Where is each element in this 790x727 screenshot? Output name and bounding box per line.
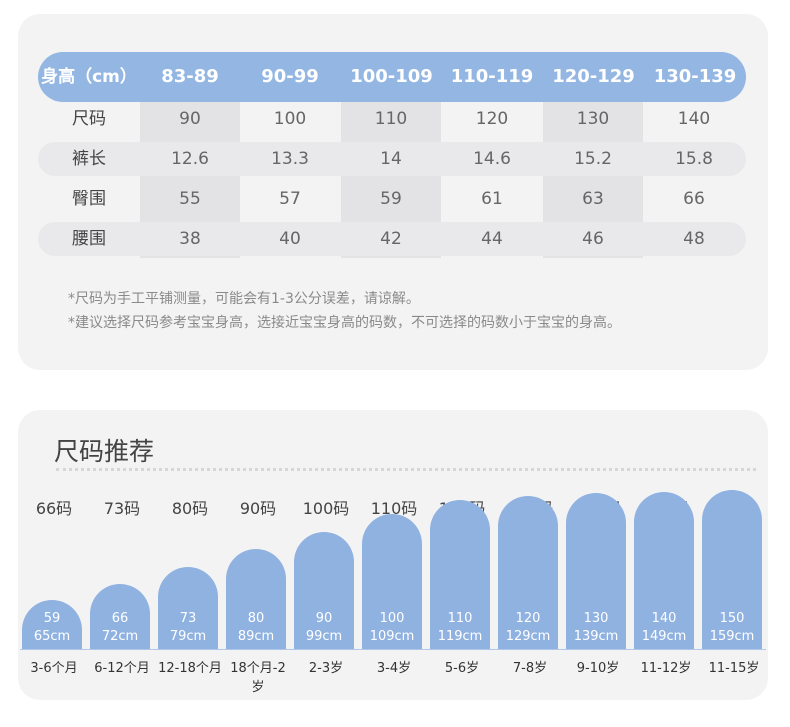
- height-bar: 73 79cm: [158, 567, 218, 650]
- size-recommendation-card: 尺码推荐 66码 59 65cm 3-6个月 73码 66 72cm 6-12个月 80码 73 7…: [18, 410, 768, 700]
- height-max: 89cm: [237, 629, 275, 644]
- age-label: 9-10岁: [576, 661, 620, 676]
- table-cell: 44: [481, 229, 503, 249]
- dotted-divider: [56, 468, 756, 471]
- table-cell: 42: [380, 229, 402, 249]
- height-max: 129cm: [505, 629, 551, 644]
- height-min: 100: [379, 611, 405, 626]
- height-max: 149cm: [641, 629, 687, 644]
- header-range: 90-99: [261, 66, 319, 87]
- age-label: 12-18个月: [158, 661, 222, 676]
- row-label: 臀围: [72, 189, 106, 209]
- table-cell: 140: [677, 109, 711, 129]
- size-label: 66码: [35, 499, 73, 518]
- height-min: 110: [447, 611, 473, 626]
- table-cell: 130: [576, 109, 610, 129]
- note-line: *建议选择尺码参考宝宝身高，选接近宝宝身高的码数，不可选择的码数小于宝宝的身高。: [68, 315, 621, 331]
- table-cell: 46: [582, 229, 604, 249]
- header-range: 83-89: [161, 66, 219, 87]
- height-max: 139cm: [573, 629, 619, 644]
- height-max: 109cm: [369, 629, 415, 644]
- height-bar: 110 119cm: [430, 500, 490, 650]
- height-bar: 59 65cm: [22, 600, 82, 650]
- height-max: 65cm: [33, 629, 71, 644]
- height-min: 73: [179, 611, 197, 626]
- table-cell: 15.2: [574, 149, 612, 169]
- table-header: 身高（cm） 83-89 90-99 100-109 110-119 120-1…: [38, 52, 746, 102]
- height-min: 59: [43, 611, 61, 626]
- age-label: 2-3岁: [308, 661, 344, 676]
- header-range: 110-119: [450, 66, 534, 87]
- row-label: 裤长: [72, 149, 106, 169]
- header-label: 身高（cm）: [41, 67, 137, 87]
- row-label: 腰围: [72, 229, 106, 249]
- table-cell: 14: [380, 149, 402, 169]
- table-cell: 120: [475, 109, 509, 129]
- height-max: 72cm: [101, 629, 139, 644]
- height-bar: 130 139cm: [566, 493, 626, 650]
- size-label: 90码: [239, 499, 277, 518]
- size-label: 73码: [103, 499, 141, 518]
- height-bar: 150 159cm: [702, 490, 762, 650]
- height-min: 90: [315, 611, 333, 626]
- size-label: 100码: [302, 499, 350, 518]
- age-label: 7-8岁: [512, 661, 548, 676]
- height-min: 66: [111, 611, 129, 626]
- row-label: 尺码: [72, 109, 106, 129]
- table-cell: 15.8: [675, 149, 713, 169]
- table-cell: 110: [374, 109, 408, 129]
- age-label: 5-6岁: [444, 661, 480, 676]
- height-bar: 120 129cm: [498, 496, 558, 650]
- table-cell: 40: [279, 229, 301, 249]
- header-range: 100-109: [350, 66, 433, 87]
- age-label: 6-12个月: [94, 661, 150, 676]
- size-chart-card: 身高（cm） 83-89 90-99 100-109 110-119 120-1…: [18, 14, 768, 370]
- height-min: 80: [247, 611, 265, 626]
- header-range: 130-139: [653, 66, 737, 87]
- size-label: 110码: [370, 499, 418, 518]
- height-bar: 90 99cm: [294, 532, 354, 650]
- height-min: 120: [515, 611, 541, 626]
- height-bar: 66 72cm: [90, 584, 150, 650]
- baseline: [20, 649, 766, 650]
- table-cell: 100: [273, 109, 307, 129]
- table-cell: 57: [279, 189, 301, 209]
- row-background: [38, 142, 746, 176]
- height-max: 79cm: [169, 629, 207, 644]
- note-line: *尺码为手工平铺测量，可能会有1-3公分误差，请谅解。: [68, 291, 420, 307]
- table-cell: 48: [683, 229, 705, 249]
- header-range: 120-129: [552, 66, 635, 87]
- age-label: 3-6个月: [30, 661, 78, 676]
- height-max: 119cm: [437, 629, 483, 644]
- table-cell: 61: [481, 189, 503, 209]
- height-bar: 100 109cm: [362, 514, 422, 650]
- height-min: 140: [651, 611, 677, 626]
- age-label: 11-12岁: [640, 661, 692, 676]
- table-cell: 59: [380, 189, 402, 209]
- height-bar: 80 89cm: [226, 549, 286, 650]
- age-label: 3-4岁: [376, 661, 412, 676]
- age-label: 11-15岁: [708, 661, 760, 676]
- height-bar: 140 149cm: [634, 492, 694, 650]
- table-cell: 13.3: [271, 149, 309, 169]
- table-cell: 38: [179, 229, 201, 249]
- table-cell: 66: [683, 189, 705, 209]
- table-cell: 14.6: [473, 149, 511, 169]
- age-label: 18个月-2岁: [230, 661, 286, 695]
- table-cell: 63: [582, 189, 604, 209]
- table-cell: 90: [179, 109, 201, 129]
- size-label: 80码: [171, 499, 209, 518]
- row-background: [38, 222, 746, 256]
- height-max: 159cm: [709, 629, 755, 644]
- height-min: 150: [719, 611, 745, 626]
- height-max: 99cm: [305, 629, 343, 644]
- section-title: 尺码推荐: [54, 437, 155, 466]
- height-min: 130: [583, 611, 609, 626]
- table-cell: 12.6: [171, 149, 209, 169]
- table-cell: 55: [179, 189, 201, 209]
